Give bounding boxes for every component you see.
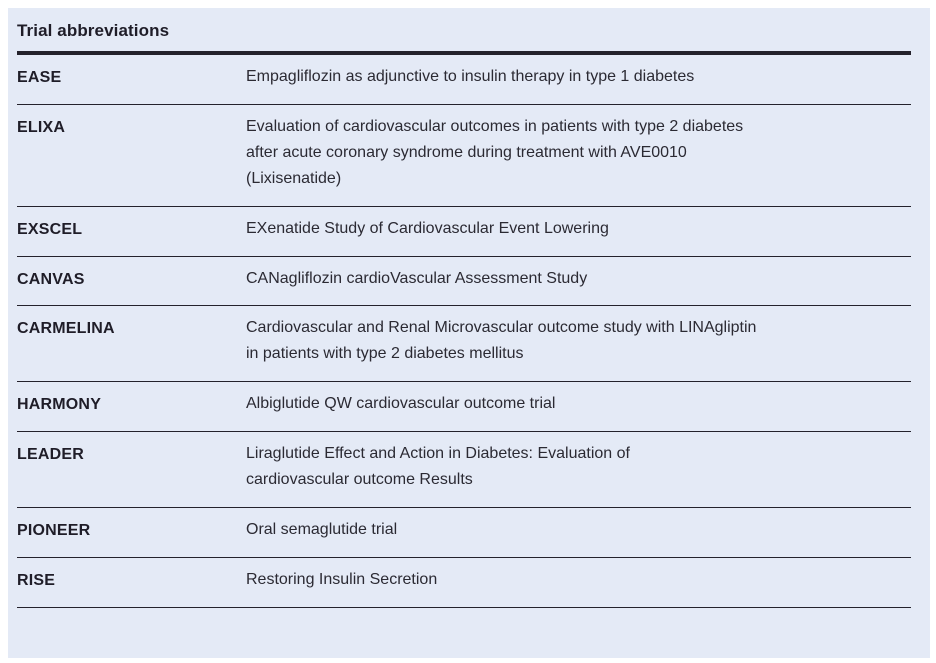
trial-abbreviation: EXSCEL xyxy=(17,220,83,238)
trial-abbreviation: PIONEER xyxy=(17,521,91,539)
table-row: PIONEER Oral semaglutide trial xyxy=(17,508,911,558)
trial-abbreviation: CANVAS xyxy=(17,270,85,288)
trial-definition: CANagliflozin cardioVascular Assessment … xyxy=(246,269,588,287)
table-row: CANVAS CANagliflozin cardioVascular Asse… xyxy=(17,257,911,307)
trial-definition: EXenatide Study of Cardiovascular Event … xyxy=(246,219,609,237)
trial-abbreviation: HARMONY xyxy=(17,396,102,414)
table-bottom-spacer xyxy=(17,608,911,648)
table-header: Trial abbreviations xyxy=(17,8,911,55)
trial-abbreviation: ELIXA xyxy=(17,118,66,136)
table-row: RISE Restoring Insulin Secretion xyxy=(17,558,911,608)
table-row: LEADER Liraglutide Effect and Action in … xyxy=(17,432,911,508)
table-row: EXSCEL EXenatide Study of Cardiovascular… xyxy=(17,207,911,257)
trial-definition: Restoring Insulin Secretion xyxy=(246,570,438,588)
trial-abbreviation: LEADER xyxy=(17,446,84,464)
trial-abbreviation: EASE xyxy=(17,69,62,86)
table-row: EASE Empagliflozin as adjunctive to insu… xyxy=(17,55,911,105)
trial-definition: Liraglutide Effect and Action in Diabete… xyxy=(246,445,630,489)
trial-definition: Empagliflozin as adjunctive to insulin t… xyxy=(246,68,695,85)
trial-definition: Cardiovascular and Renal Microvascular o… xyxy=(246,319,757,363)
trial-definition: Albiglutide QW cardiovascular outcome tr… xyxy=(246,395,556,413)
trial-abbreviation: RISE xyxy=(17,571,56,589)
trial-abbreviation: CARMELINA xyxy=(17,320,115,338)
table-title: Trial abbreviations xyxy=(17,21,170,40)
table-row: CARMELINA Cardiovascular and Renal Micro… xyxy=(17,306,911,383)
trial-definition: Evaluation of cardiovascular outcomes in… xyxy=(246,117,744,187)
trial-definition: Oral semaglutide trial xyxy=(246,520,398,538)
table-row: HARMONY Albiglutide QW cardiovascular ou… xyxy=(17,382,911,433)
trial-abbreviations-table: Trial abbreviations EASE Empagliflozin a… xyxy=(8,8,930,658)
table-row: ELIXA Evaluation of cardiovascular outco… xyxy=(17,105,911,207)
